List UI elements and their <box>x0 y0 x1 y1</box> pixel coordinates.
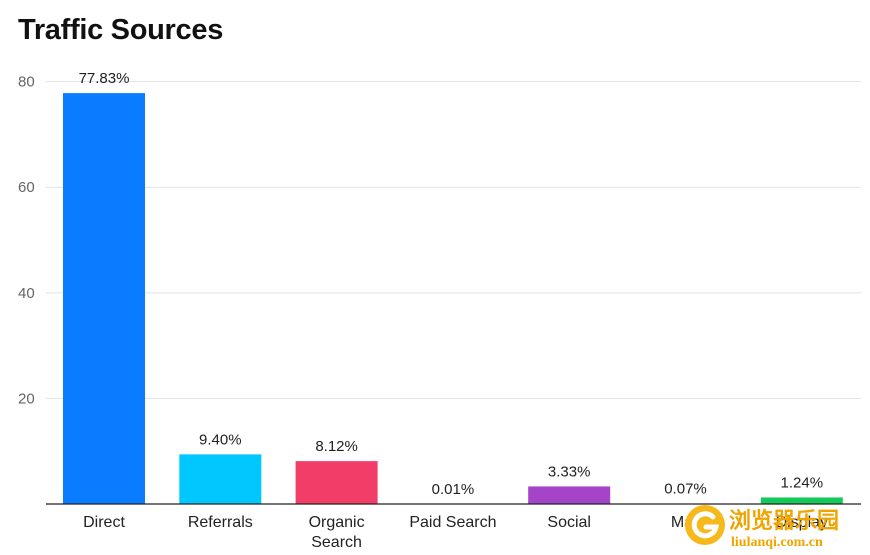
y-tick-label: 40 <box>18 285 35 302</box>
bar-display <box>760 497 843 504</box>
y-axis-ticks: 20 40 60 80 <box>18 74 35 408</box>
category-label: Direct <box>83 514 125 531</box>
value-label: 1.24% <box>781 474 824 491</box>
category-label: Organic Search <box>309 514 365 551</box>
y-tick-label: 80 <box>18 74 35 91</box>
y-tick-label: 20 <box>18 390 35 407</box>
value-labels: 77.83% 9.40% 8.12% 0.01% 3.33% 0.07% 1.24% <box>79 70 824 498</box>
watermark-url: liulanqi.com.cn <box>731 535 823 550</box>
value-label: 8.12% <box>315 438 358 455</box>
category-label: Social <box>547 514 591 531</box>
bar-referrals <box>179 454 262 504</box>
gridlines <box>46 81 861 399</box>
bar-organic-search <box>295 461 378 504</box>
chart-title: Traffic Sources <box>18 14 224 46</box>
value-label: 9.40% <box>199 431 242 448</box>
bar-direct <box>63 93 145 504</box>
bar-social <box>528 486 611 504</box>
value-label: 0.07% <box>664 481 707 498</box>
y-tick-label: 60 <box>18 179 35 196</box>
value-label: 77.83% <box>79 70 130 87</box>
category-label: Display <box>776 514 828 531</box>
bars <box>63 93 843 504</box>
value-label: 3.33% <box>548 463 591 480</box>
watermark: 浏览器乐园 liulanqi.com.cn <box>683 500 868 550</box>
watermark-title: 浏览器乐园 <box>729 508 839 534</box>
category-label: Referrals <box>188 514 253 531</box>
value-label: 0.01% <box>432 481 475 498</box>
category-label: Paid Search <box>409 514 496 531</box>
